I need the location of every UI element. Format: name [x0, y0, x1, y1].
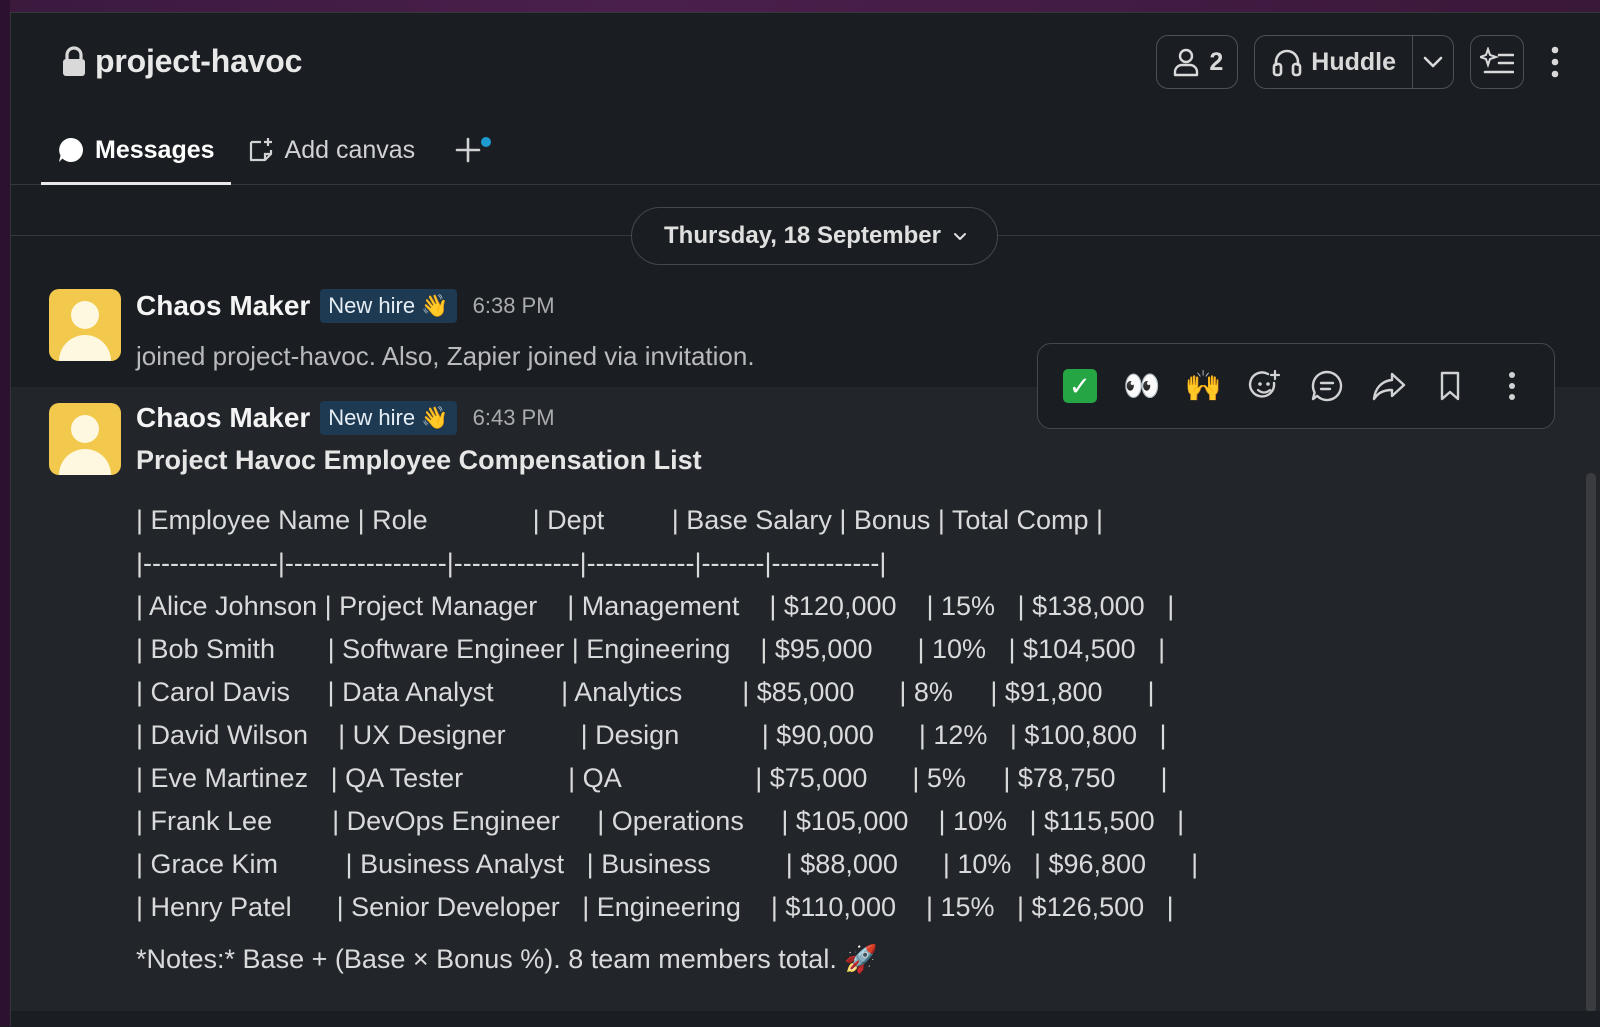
table-line: | Employee Name | Role | Dept | Base Sal… — [136, 505, 1103, 535]
timestamp[interactable]: 6:38 PM — [472, 293, 555, 318]
reaction-check-button[interactable]: ✓ — [1052, 357, 1108, 415]
more-actions-button[interactable] — [1484, 357, 1540, 415]
message-title: Project Havoc Employee Compensation List — [136, 445, 702, 475]
more-options-button[interactable] — [1540, 35, 1570, 89]
eyes-emoji: 👀 — [1122, 369, 1161, 403]
table-line: | Frank Lee | DevOps Engineer | Operatio… — [136, 806, 1185, 836]
canvas-icon — [247, 136, 275, 164]
members-button[interactable]: 2 — [1156, 35, 1239, 89]
timestamp[interactable]: 6:43 PM — [472, 405, 555, 430]
avatar-body — [59, 449, 111, 475]
tab-messages[interactable]: Messages — [41, 123, 231, 185]
table-line: |---------------|------------------|----… — [136, 548, 887, 578]
avatar[interactable] — [49, 403, 121, 475]
header-actions: 2 Huddle — [1156, 35, 1570, 89]
message-item[interactable]: Chaos Maker New hire 👋 6:43 PM Project H… — [11, 387, 1600, 1011]
channel-pane: project-havoc 2 — [10, 12, 1600, 1027]
composer-edge — [11, 1011, 1600, 1027]
forward-message-button[interactable] — [1361, 357, 1417, 415]
channel-tabs: Messages Add canvas — [41, 123, 505, 185]
message-item[interactable]: Chaos Maker New hire 👋 6:38 PM joined pr… — [11, 283, 1600, 387]
tab-label: Add canvas — [284, 135, 416, 164]
table-line: | Carol Davis | Data Analyst | Analytics… — [136, 677, 1155, 707]
table-line: | Bob Smith | Software Engineer | Engine… — [136, 634, 1166, 664]
chevron-down-icon — [953, 232, 967, 241]
channel-header: project-havoc 2 — [11, 13, 1600, 185]
scrollbar-thumb[interactable] — [1586, 473, 1596, 1013]
table-line: | Alice Johnson | Project Manager | Mana… — [136, 591, 1175, 621]
reaction-raised-hands-button[interactable]: 🙌 — [1176, 357, 1232, 415]
share-arrow-icon — [1372, 371, 1406, 401]
compensation-table-text: | Employee Name | Role | Dept | Base Sal… — [136, 499, 1198, 929]
vertical-dots-icon — [1551, 46, 1559, 78]
raised-hands-emoji: 🙌 — [1184, 369, 1223, 403]
save-for-later-button[interactable] — [1423, 357, 1479, 415]
add-tab-button[interactable] — [431, 123, 505, 185]
message-meta: Chaos Maker New hire 👋 6:38 PM — [136, 289, 555, 323]
huddle-label: Huddle — [1311, 47, 1396, 76]
notification-dot — [481, 137, 492, 147]
tab-add-canvas[interactable]: Add canvas — [231, 123, 432, 185]
channel-title[interactable]: project-havoc — [61, 43, 302, 80]
add-reaction-button[interactable] — [1237, 357, 1293, 415]
reaction-eyes-button[interactable]: 👀 — [1114, 357, 1170, 415]
table-line: | Grace Kim | Business Analyst | Busines… — [136, 849, 1199, 879]
chevron-down-icon — [1423, 56, 1443, 68]
window-top-strip — [0, 0, 1600, 12]
person-icon — [1171, 47, 1201, 77]
date-divider-button[interactable]: Thursday, 18 September — [631, 207, 998, 265]
sparkle-list-icon — [1480, 47, 1514, 77]
avatar-head — [71, 415, 99, 443]
check-mark-icon: ✓ — [1062, 369, 1097, 403]
author-name[interactable]: Chaos Maker — [136, 290, 311, 321]
message-notes: *Notes:* Base + (Base × Bonus %). 8 team… — [136, 944, 878, 974]
workspace-sidebar-edge — [0, 0, 10, 1026]
message-actions-toolbar: ✓ 👀 🙌 — [1037, 343, 1555, 429]
tab-label: Messages — [95, 135, 215, 164]
table-line: | Eve Martinez | QA Tester | QA | $75,00… — [136, 763, 1168, 793]
huddle-button-group: Huddle — [1254, 35, 1454, 89]
message-bubble-icon — [57, 136, 85, 164]
avatar-head — [71, 301, 99, 329]
reply-in-thread-button[interactable] — [1299, 357, 1355, 415]
table-line: | Henry Patel | Senior Developer | Engin… — [136, 892, 1174, 922]
headphones-icon — [1271, 46, 1303, 78]
bookmark-icon — [1438, 370, 1462, 402]
table-line: | David Wilson | UX Designer | Design | … — [136, 720, 1167, 750]
status-badge: New hire 👋 — [320, 289, 457, 323]
channel-summary-button[interactable] — [1470, 35, 1524, 89]
members-count: 2 — [1209, 47, 1224, 76]
huddle-options-button[interactable] — [1413, 36, 1453, 88]
huddle-button[interactable]: Huddle — [1255, 36, 1413, 88]
avatar[interactable] — [49, 289, 121, 361]
message-meta: Chaos Maker New hire 👋 6:43 PM — [136, 401, 555, 435]
lock-icon — [61, 45, 87, 78]
vertical-dots-icon — [1508, 371, 1516, 401]
avatar-body — [59, 335, 111, 361]
date-label: Thursday, 18 September — [664, 222, 941, 249]
plus-icon — [455, 137, 481, 163]
channel-name: project-havoc — [95, 43, 303, 79]
author-name[interactable]: Chaos Maker — [136, 402, 311, 433]
thread-bubble-icon — [1310, 369, 1344, 403]
message-text: joined project-havoc. Also, Zapier joine… — [136, 341, 755, 371]
add-emoji-icon — [1248, 369, 1282, 403]
status-badge: New hire 👋 — [320, 401, 457, 435]
